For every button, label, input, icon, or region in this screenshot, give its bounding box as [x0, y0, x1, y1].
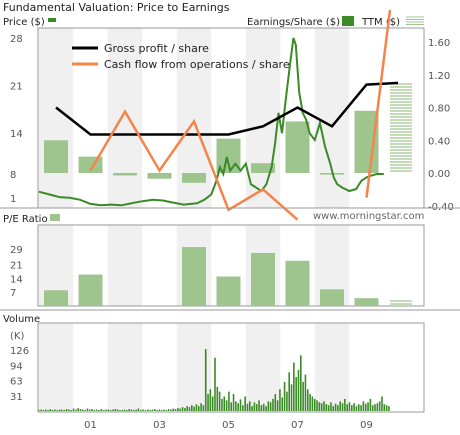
- x-tick-label: 05: [222, 420, 235, 431]
- background-band: [107, 28, 143, 208]
- gross-legend-label: Gross profit / share: [104, 42, 209, 55]
- watermark: www.morningstar.com: [313, 211, 424, 222]
- x-tick-label: 07: [291, 420, 304, 431]
- eps-tick-label: 1.20: [428, 71, 450, 82]
- pe-bar: [216, 276, 241, 306]
- x-tick-label: 01: [84, 420, 97, 431]
- price-tick-label: 28: [10, 34, 23, 45]
- pe-bar: [182, 247, 206, 306]
- price-tick-label: 21: [10, 82, 23, 93]
- pe-tick-label: 14: [10, 274, 23, 285]
- volume-unit-label: (K): [10, 331, 24, 342]
- price-tick-label: 1: [10, 194, 16, 205]
- eps-bar: [251, 163, 275, 173]
- x-tick-label: 09: [360, 420, 373, 431]
- price-tick-label: 8: [10, 170, 16, 181]
- eps-tick-label: -0.40: [428, 202, 454, 213]
- background-band: [245, 28, 281, 208]
- volume-axis-label: Volume: [3, 314, 40, 325]
- pe-bar: [78, 274, 103, 306]
- pe-bar: [251, 252, 275, 306]
- price-legend-swatch: [48, 18, 56, 22]
- eps-tick-label: 0.00: [428, 169, 450, 180]
- eps-bar: [182, 173, 206, 183]
- volume-tick-label: 126: [10, 346, 29, 357]
- eps-axis-label: Earnings/Share ($): [247, 17, 340, 28]
- eps-bar: [44, 140, 68, 173]
- eps-tick-label: 1.60: [428, 38, 450, 49]
- pe-bar: [320, 289, 344, 306]
- price-line: [38, 37, 384, 207]
- pe-bar: [44, 290, 68, 306]
- pe-tick-label: 7: [10, 288, 16, 299]
- volume-tick-label: 63: [10, 377, 23, 388]
- pe-axis-label: P/E Ratio: [3, 214, 48, 225]
- eps-bar: [147, 173, 172, 179]
- chart-title: Fundamental Valuation: Price to Earnings: [3, 1, 230, 14]
- eps-tick-label: 0.80: [428, 104, 450, 115]
- background-band: [314, 28, 350, 208]
- panel-border: [37, 322, 425, 413]
- background-band: [38, 323, 74, 412]
- pe-tick-label: 21: [10, 261, 23, 272]
- volume-tick-label: 31: [10, 392, 23, 403]
- eps-bar: [285, 121, 310, 173]
- eps-bar: [78, 156, 103, 173]
- eps-legend-swatch: [342, 16, 354, 26]
- eps-bar: [354, 110, 379, 173]
- pe-bar: [285, 260, 310, 306]
- gross-profit-line: [55, 81, 399, 136]
- eps-tick-label: 0.40: [428, 136, 450, 147]
- cash-flow-line: [365, 9, 392, 198]
- price-tick-label: 14: [10, 129, 23, 140]
- volume-tick-label: 94: [10, 361, 23, 372]
- x-tick-label: 03: [153, 420, 166, 431]
- background-band: [107, 323, 143, 412]
- pe-bar: [354, 298, 379, 306]
- cash-flow-line: [89, 109, 299, 221]
- background-band: [107, 225, 143, 306]
- eps-bar: [113, 173, 137, 176]
- cashflow-legend-label: Cash flow from operations / share: [104, 58, 290, 71]
- pe-tick-label: 29: [10, 245, 23, 256]
- pe-legend-swatch: [50, 214, 60, 221]
- price-axis-label: Price ($): [3, 17, 45, 28]
- background-band: [314, 323, 350, 412]
- ttm-axis-label: TTM ($): [361, 17, 400, 28]
